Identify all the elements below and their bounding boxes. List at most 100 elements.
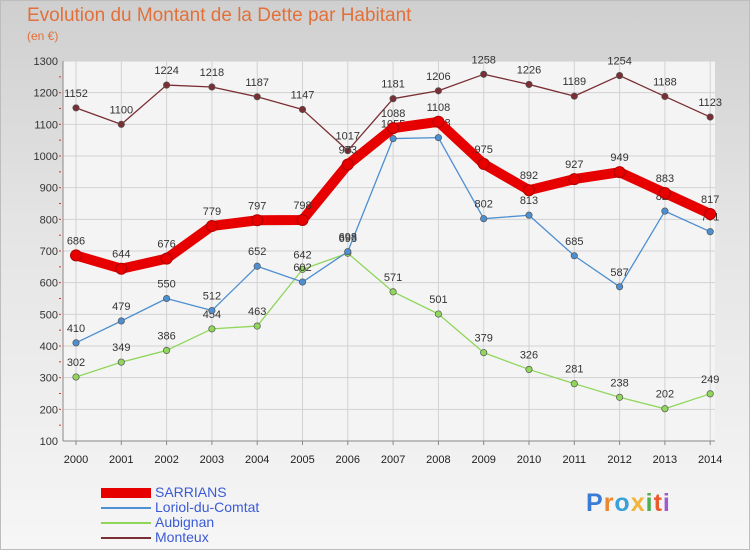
data-label-monteux: 1189 bbox=[562, 76, 586, 88]
data-point-aubignan bbox=[616, 393, 624, 401]
data-point-monteux bbox=[434, 87, 442, 95]
data-point-loriol-du-comtat bbox=[344, 248, 352, 256]
data-point-aubignan bbox=[163, 346, 171, 354]
data-point-loriol-du-comtat bbox=[253, 262, 261, 270]
data-point-loriol-du-comtat bbox=[525, 211, 533, 219]
data-point-monteux bbox=[117, 120, 125, 128]
data-point-monteux bbox=[616, 72, 624, 80]
data-point-sarrians bbox=[205, 219, 218, 232]
legend-swatch-aubignan bbox=[101, 522, 151, 524]
data-label-monteux: 1206 bbox=[426, 71, 450, 83]
data-point-aubignan bbox=[298, 265, 307, 273]
legend-swatch-loriol bbox=[101, 507, 151, 509]
data-point-sarrians bbox=[432, 115, 445, 128]
y-tick-label: 900 bbox=[40, 183, 58, 195]
data-point-loriol-du-comtat bbox=[661, 207, 669, 215]
data-point-monteux bbox=[525, 80, 533, 88]
y-tick-label: 100 bbox=[40, 436, 58, 448]
data-point-sarrians bbox=[477, 157, 490, 170]
data-label-sarrians: 686 bbox=[67, 235, 85, 247]
logo-letter: P bbox=[586, 489, 604, 517]
data-label-aubignan: 326 bbox=[520, 349, 538, 361]
data-label-aubignan: 249 bbox=[701, 374, 719, 386]
logo-letter: t bbox=[653, 489, 663, 517]
legend: SARRIANS Loriol-du-Comtat Aubignan Monte… bbox=[101, 484, 351, 545]
data-point-loriol-du-comtat bbox=[389, 135, 397, 143]
data-point-aubignan bbox=[661, 405, 669, 413]
data-point-aubignan bbox=[208, 325, 216, 333]
data-point-monteux bbox=[208, 83, 216, 91]
legend-swatch-sarrians bbox=[101, 488, 151, 498]
x-tick-label: 2007 bbox=[381, 454, 405, 466]
data-label-monteux: 1226 bbox=[517, 64, 541, 76]
x-tick-label: 2009 bbox=[471, 454, 495, 466]
data-label-loriol-du-comtat: 813 bbox=[520, 195, 538, 207]
data-label-sarrians: 798 bbox=[293, 200, 311, 212]
data-point-sarrians bbox=[70, 249, 82, 262]
data-label-loriol-du-comtat: 410 bbox=[67, 323, 85, 335]
data-label-sarrians: 817 bbox=[701, 194, 719, 206]
chart-subtitle: (en €) bbox=[27, 29, 59, 43]
data-point-monteux bbox=[298, 105, 307, 114]
data-label-monteux: 1181 bbox=[381, 79, 405, 91]
data-point-sarrians bbox=[387, 122, 400, 135]
x-tick-label: 2008 bbox=[426, 454, 450, 466]
y-tick-label: 1300 bbox=[34, 56, 58, 68]
x-tick-label: 2001 bbox=[109, 454, 133, 466]
data-label-aubignan: 501 bbox=[429, 294, 447, 306]
proxiti-logo: Proxiti bbox=[586, 489, 671, 518]
data-point-loriol-du-comtat bbox=[298, 278, 307, 286]
x-tick-label: 2004 bbox=[245, 454, 269, 466]
logo-letter: i bbox=[662, 489, 671, 517]
data-label-loriol-du-comtat: 685 bbox=[565, 236, 583, 248]
data-label-monteux: 1258 bbox=[471, 54, 495, 66]
data-label-loriol-du-comtat: 802 bbox=[475, 199, 493, 211]
data-point-sarrians bbox=[568, 173, 581, 186]
data-label-aubignan: 202 bbox=[656, 389, 674, 401]
data-point-loriol-du-comtat bbox=[208, 306, 216, 315]
data-point-loriol-du-comtat bbox=[480, 215, 488, 223]
data-point-aubignan bbox=[706, 390, 714, 398]
data-label-aubignan: 302 bbox=[67, 357, 85, 369]
data-point-monteux bbox=[253, 93, 261, 101]
data-label-monteux: 1188 bbox=[653, 76, 677, 88]
data-label-sarrians: 975 bbox=[475, 144, 493, 156]
legend-label-monteux: Monteux bbox=[155, 529, 209, 545]
data-point-sarrians bbox=[704, 207, 717, 220]
data-point-aubignan bbox=[570, 380, 578, 388]
legend-item-monteux: Monteux bbox=[101, 529, 351, 545]
y-tick-label: 500 bbox=[40, 309, 58, 321]
data-label-aubignan: 349 bbox=[112, 342, 130, 354]
data-point-sarrians bbox=[658, 187, 671, 200]
legend-swatch-monteux bbox=[101, 537, 151, 539]
legend-item-sarrians: SARRIANS bbox=[101, 484, 351, 500]
data-label-aubignan: 571 bbox=[384, 272, 402, 284]
data-label-monteux: 1017 bbox=[336, 131, 360, 143]
x-tick-label: 2005 bbox=[290, 454, 314, 466]
data-label-sarrians: 797 bbox=[248, 200, 266, 212]
x-tick-label: 2012 bbox=[607, 454, 631, 466]
data-label-monteux: 1152 bbox=[64, 88, 88, 100]
data-point-monteux bbox=[480, 70, 488, 78]
data-label-monteux: 1187 bbox=[245, 77, 269, 89]
data-label-aubignan: 642 bbox=[293, 249, 311, 261]
data-label-aubignan: 454 bbox=[203, 309, 221, 321]
data-point-loriol-du-comtat bbox=[117, 317, 125, 325]
data-point-loriol-du-comtat bbox=[434, 134, 442, 142]
legend-label-loriol: Loriol-du-Comtat bbox=[155, 499, 260, 515]
data-point-monteux bbox=[389, 95, 397, 103]
data-point-loriol-du-comtat bbox=[163, 294, 171, 303]
data-label-sarrians: 883 bbox=[656, 173, 674, 185]
data-label-aubignan: 693 bbox=[339, 233, 357, 245]
x-tick-label: 2002 bbox=[154, 454, 178, 466]
data-label-monteux: 1100 bbox=[109, 104, 133, 116]
data-label-loriol-du-comtat: 652 bbox=[248, 246, 266, 258]
x-tick-label: 2006 bbox=[336, 454, 360, 466]
x-tick-label: 2013 bbox=[653, 454, 677, 466]
data-point-aubignan bbox=[117, 358, 125, 366]
logo-letter: o bbox=[614, 489, 631, 517]
data-point-sarrians bbox=[341, 158, 354, 171]
data-point-aubignan bbox=[389, 288, 397, 296]
